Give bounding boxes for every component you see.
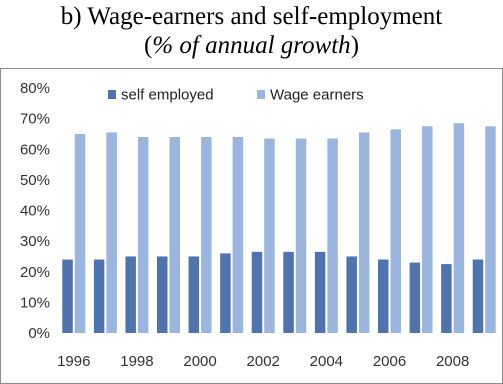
bar-self-employed-2008: [441, 264, 452, 333]
y-tick-label: 70%: [20, 111, 50, 128]
bar-wage-earners-2003: [295, 138, 307, 333]
y-tick-label: 0%: [28, 325, 50, 342]
bar-wage-earners-2000: [201, 137, 212, 333]
y-tick-label: 80%: [20, 80, 50, 97]
bar-wage-earners-1998: [137, 137, 149, 333]
subtitle-italic: % of annual growth: [152, 32, 351, 59]
bar-wage-earners-2006: [390, 129, 401, 333]
y-tick-label: 60%: [20, 141, 50, 158]
x-tick-label: 2008: [436, 353, 469, 370]
x-tick-label: 2006: [373, 353, 406, 370]
bar-self-employed-1998: [125, 256, 136, 333]
legend-label: Wage earners: [270, 87, 364, 104]
x-tick-label: 1998: [120, 353, 153, 370]
bar-self-employed-2007: [409, 262, 421, 333]
bar-wage-earners-2008: [453, 123, 465, 333]
y-tick-label: 20%: [20, 264, 50, 281]
bar-self-employed-1999: [157, 256, 168, 333]
bar-self-employed-2004: [314, 251, 326, 333]
bar-self-employed-2001: [220, 253, 231, 333]
x-tick-label: 2004: [310, 353, 343, 370]
bar-wage-earners-2002: [264, 138, 275, 333]
bar-wage-earners-2007: [422, 126, 433, 333]
bar-self-employed-2003: [283, 251, 294, 333]
bar-wage-earners-2001: [232, 137, 244, 333]
bar-self-employed-2006: [378, 259, 389, 333]
legend-label: self employed: [121, 87, 214, 104]
bar-self-employed-1996: [62, 259, 73, 333]
bar-self-employed-2005: [346, 256, 357, 333]
bar-wage-earners-1997: [106, 132, 117, 333]
bar-wage-earners-1996: [74, 133, 86, 333]
x-tick-label: 1996: [57, 353, 90, 370]
x-tick-label: 2002: [247, 353, 280, 370]
chart-title: b) Wage-earners and self-employment: [60, 3, 443, 30]
bar-self-employed-2002: [251, 251, 263, 333]
legend-swatch: [108, 90, 116, 99]
bar-wage-earners-2009: [485, 126, 496, 333]
bar-wage-earners-2005: [358, 132, 370, 333]
y-tick-label: 10%: [20, 294, 50, 311]
bar-wage-earners-1999: [169, 137, 180, 333]
bar-self-employed-2000: [188, 256, 200, 333]
bar-wage-earners-2004: [327, 138, 338, 333]
bar-self-employed-1997: [93, 259, 105, 333]
y-tick-label: 50%: [20, 172, 50, 189]
y-tick-label: 40%: [20, 203, 50, 220]
bar-self-employed-2009: [472, 259, 484, 333]
y-tick-label: 30%: [20, 233, 50, 250]
subtitle-close: ): [350, 32, 360, 59]
x-tick-label: 2000: [183, 353, 216, 370]
legend-swatch: [257, 90, 265, 99]
subtitle-open: (: [143, 32, 153, 59]
chart-subtitle: (% of annual growth): [0, 31, 503, 61]
